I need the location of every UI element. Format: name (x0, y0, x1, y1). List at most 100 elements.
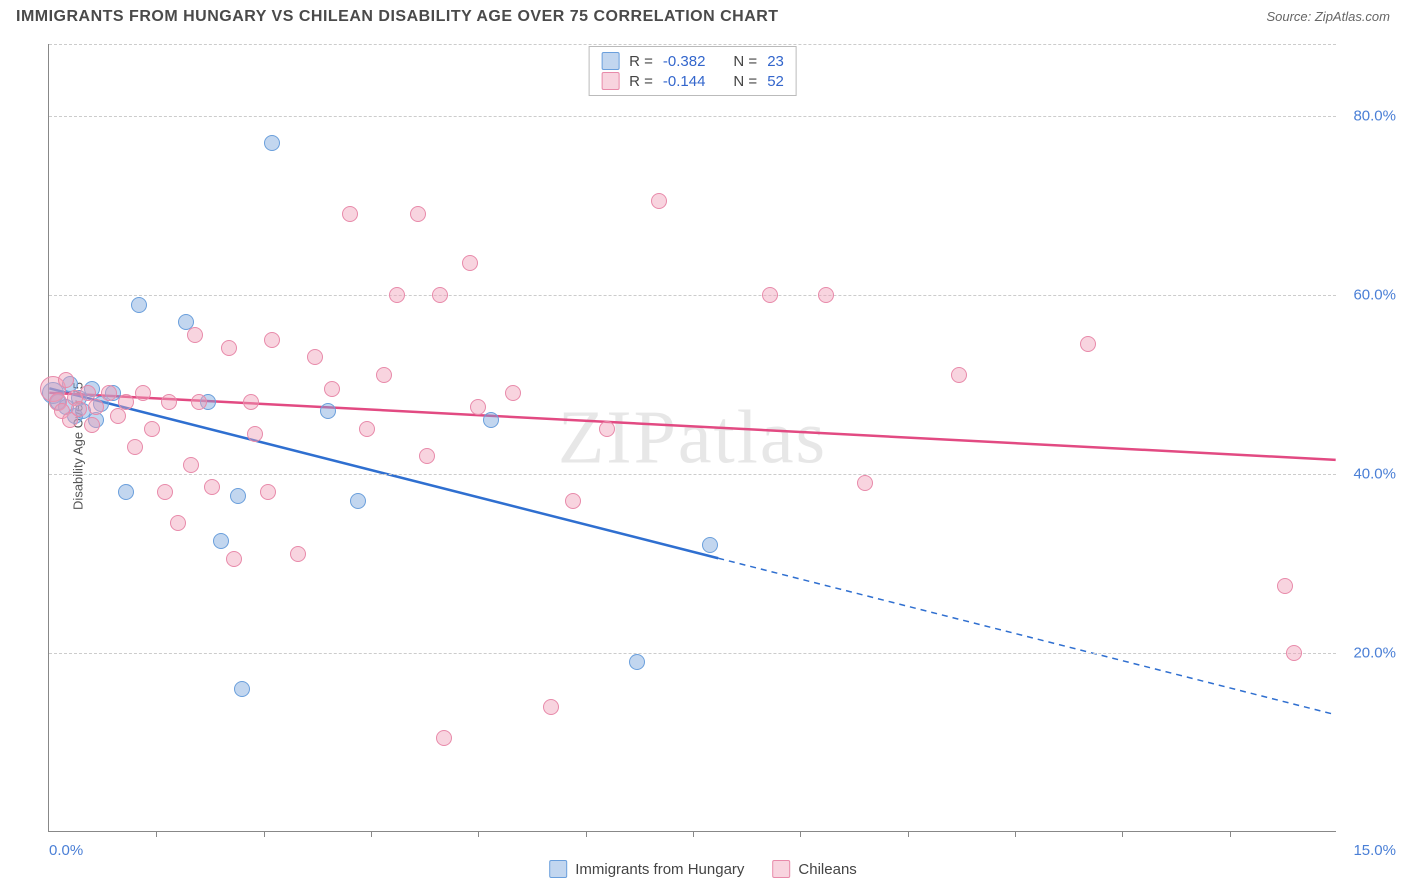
gridline (49, 116, 1336, 117)
source-credit: Source: ZipAtlas.com (1266, 8, 1390, 26)
scatter-point (1080, 336, 1096, 352)
gridline (49, 653, 1336, 654)
legend-swatch (772, 860, 790, 878)
r-value: -0.144 (663, 73, 706, 90)
scatter-point (350, 493, 366, 509)
watermark: ZIPatlas (558, 394, 827, 481)
n-label: N = (733, 73, 757, 90)
legend-swatch (601, 52, 619, 70)
scatter-point (1277, 578, 1293, 594)
scatter-point (247, 426, 263, 442)
chart-plot-area: ZIPatlas R =-0.382N =23R =-0.144N =52 0.… (48, 44, 1336, 832)
x-axis-max-label: 15.0% (1353, 842, 1396, 859)
x-tick (478, 831, 479, 837)
scatter-point (118, 394, 134, 410)
scatter-point (144, 421, 160, 437)
scatter-point (221, 340, 237, 356)
x-tick (586, 831, 587, 837)
y-tick-label: 40.0% (1353, 465, 1396, 482)
scatter-point (264, 135, 280, 151)
scatter-point (230, 488, 246, 504)
scatter-point (470, 399, 486, 415)
scatter-point (127, 439, 143, 455)
y-tick-label: 60.0% (1353, 286, 1396, 303)
chart-title: IMMIGRANTS FROM HUNGARY VS CHILEAN DISAB… (16, 8, 779, 26)
scatter-point (389, 287, 405, 303)
scatter-point (1286, 645, 1302, 661)
y-tick-label: 20.0% (1353, 644, 1396, 661)
x-axis-min-label: 0.0% (49, 842, 83, 859)
scatter-point (290, 546, 306, 562)
legend-swatch (601, 72, 619, 90)
scatter-point (702, 537, 718, 553)
x-tick (371, 831, 372, 837)
scatter-point (58, 372, 74, 388)
x-tick (1230, 831, 1231, 837)
scatter-point (432, 287, 448, 303)
scatter-point (419, 448, 435, 464)
n-value: 23 (767, 53, 784, 70)
scatter-point (951, 367, 967, 383)
source-prefix: Source: (1266, 9, 1314, 24)
x-tick (800, 831, 801, 837)
trend-lines-layer (49, 44, 1336, 831)
scatter-point (161, 394, 177, 410)
scatter-point (71, 401, 87, 417)
scatter-point (324, 381, 340, 397)
x-tick (156, 831, 157, 837)
scatter-point (599, 421, 615, 437)
bottom-legend: Immigrants from Hungary Chileans (549, 860, 857, 878)
scatter-point (260, 484, 276, 500)
scatter-point (170, 515, 186, 531)
r-value: -0.382 (663, 53, 706, 70)
scatter-point (629, 654, 645, 670)
scatter-point (359, 421, 375, 437)
legend-label: Chileans (798, 861, 856, 878)
scatter-point (135, 385, 151, 401)
scatter-point (157, 484, 173, 500)
scatter-point (410, 206, 426, 222)
x-tick (1122, 831, 1123, 837)
x-tick (1015, 831, 1016, 837)
gridline (49, 474, 1336, 475)
scatter-point (543, 699, 559, 715)
gridline (49, 44, 1336, 45)
scatter-point (213, 533, 229, 549)
legend-label: Immigrants from Hungary (575, 861, 744, 878)
scatter-point (651, 193, 667, 209)
scatter-point (264, 332, 280, 348)
scatter-point (565, 493, 581, 509)
scatter-point (84, 417, 100, 433)
legend-item: Chileans (772, 860, 856, 878)
scatter-point (204, 479, 220, 495)
stats-row: R = -0.144 N = 52 (601, 71, 784, 91)
scatter-point (320, 403, 336, 419)
scatter-point (376, 367, 392, 383)
scatter-point (226, 551, 242, 567)
scatter-point (187, 327, 203, 343)
r-label: R = (629, 53, 653, 70)
scatter-point (118, 484, 134, 500)
scatter-point (762, 287, 778, 303)
scatter-point (436, 730, 452, 746)
legend-swatch (549, 860, 567, 878)
x-tick (693, 831, 694, 837)
scatter-point (88, 399, 104, 415)
gridline (49, 295, 1336, 296)
scatter-point (183, 457, 199, 473)
r-label: R = (629, 73, 653, 90)
source-name: ZipAtlas.com (1315, 9, 1390, 24)
trend-line-extrapolated (718, 558, 1335, 715)
scatter-point (462, 255, 478, 271)
scatter-point (131, 297, 147, 313)
correlation-stats-box: R = -0.382 N = 23R = -0.144 N = 52 (588, 46, 797, 96)
scatter-point (110, 408, 126, 424)
n-value: 52 (767, 73, 784, 90)
y-tick-label: 80.0% (1353, 107, 1396, 124)
stats-row: R =-0.382N =23 (601, 51, 784, 71)
scatter-point (857, 475, 873, 491)
scatter-point (483, 412, 499, 428)
legend-item: Immigrants from Hungary (549, 860, 744, 878)
scatter-point (307, 349, 323, 365)
scatter-point (191, 394, 207, 410)
